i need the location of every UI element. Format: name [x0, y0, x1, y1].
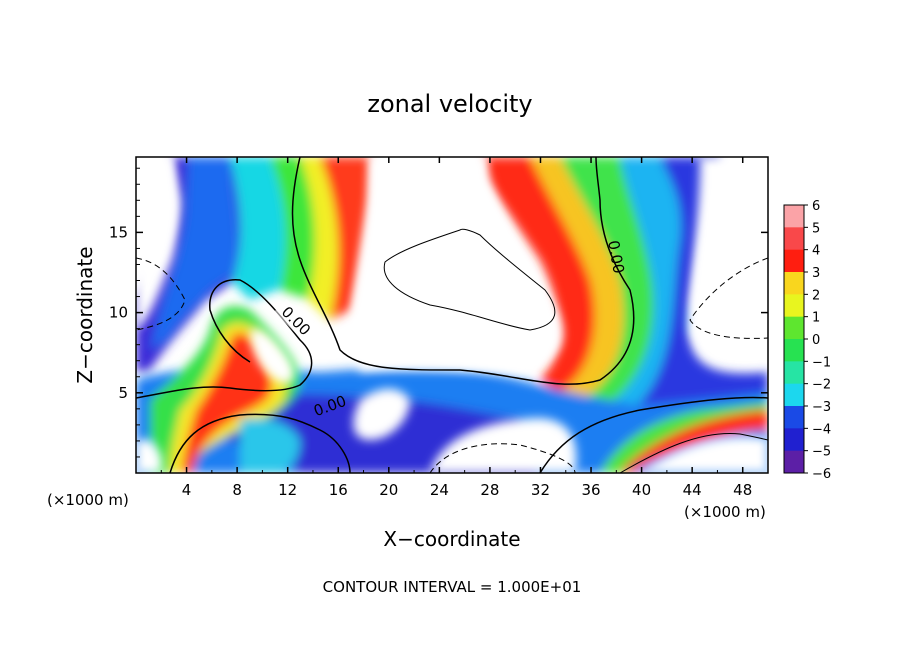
colorbar-tick-label: 3: [812, 266, 820, 281]
colorbar-tick-label: 1: [812, 311, 820, 326]
plot-frame: [135, 156, 769, 474]
colorbar-swatch: [784, 428, 804, 452]
x-tick-label: 16: [329, 481, 348, 499]
colorbar: 6 5 4 3 2 1 0 −1 −2 −3 −4 −5 −6: [783, 199, 831, 482]
y-axis-label: Z−coordinate: [73, 246, 97, 383]
colorbar-swatch: [784, 249, 804, 273]
chart-title: zonal velocity: [367, 90, 532, 118]
x-axis-label: X−coordinate: [383, 527, 520, 551]
colorbar-tick-label: −1: [812, 355, 831, 370]
colorbar-tick-label: 5: [812, 221, 820, 236]
x-tick-label: 44: [683, 481, 702, 499]
contour-interval-note: CONTOUR INTERVAL = 1.000E+01: [323, 578, 582, 596]
colorbar-swatch: [784, 227, 804, 251]
x-unit-left: (×1000 m): [47, 491, 129, 509]
x-tick-label: 20: [379, 481, 398, 499]
x-tick-label: 28: [480, 481, 499, 499]
y-tick-label: 15: [109, 223, 128, 241]
negative-contours: [136, 257, 768, 473]
colorbar-swatch: [784, 339, 804, 362]
colorbar-tick-label: −5: [812, 445, 831, 460]
y-tick-label: 10: [109, 304, 128, 322]
contour-label: 0.00: [604, 239, 628, 275]
colorbar-tick-label: 4: [812, 244, 820, 259]
colorbar-tick-label: −3: [812, 400, 831, 415]
colorbar-swatch: [784, 406, 804, 429]
y-tick-label: 5: [118, 384, 128, 402]
velocity-field: 0.00 0.00 0.00: [136, 157, 768, 473]
x-tick-label: 36: [581, 481, 600, 499]
x-tick-label: 32: [531, 481, 550, 499]
x-tick-label: 4: [182, 481, 192, 499]
colorbar-tick-label: −2: [812, 378, 831, 393]
colorbar-tick-label: 6: [812, 199, 820, 214]
x-tick-label: 24: [430, 481, 449, 499]
colorbar-tick-label: 0: [812, 333, 820, 348]
colorbar-tick-label: −6: [812, 467, 831, 482]
zero-contours: [136, 157, 768, 473]
x-tick-label: 12: [278, 481, 297, 499]
x-tick-label: 48: [733, 481, 752, 499]
x-unit-right: (×1000 m): [684, 503, 766, 521]
colorbar-tick-label: 2: [812, 288, 820, 303]
colorbar-swatch: [784, 294, 804, 318]
colorbar-swatch: [784, 272, 804, 295]
colorbar-swatch: [784, 205, 804, 228]
colorbar-tick-label: −4: [812, 422, 831, 437]
x-tick-label: 8: [232, 481, 242, 499]
colorbar-swatch: [784, 316, 804, 340]
x-tick-label: 40: [632, 481, 651, 499]
colorbar-swatch: [784, 450, 804, 474]
reference-contours: [383, 228, 768, 473]
colorbar-swatch: [784, 383, 804, 407]
colorbar-swatch: [784, 361, 804, 385]
